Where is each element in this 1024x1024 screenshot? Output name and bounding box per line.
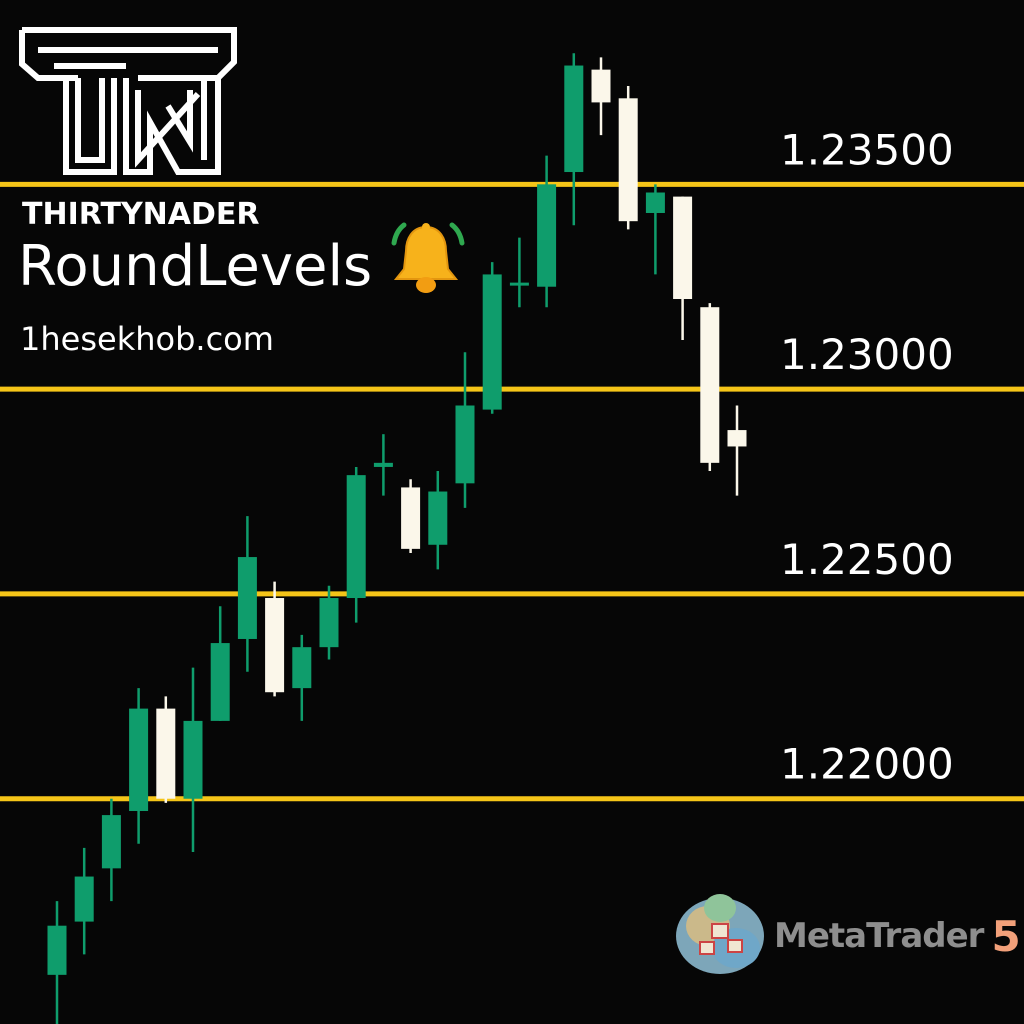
bullish-candle xyxy=(47,901,67,1024)
candle-body xyxy=(156,708,176,799)
level-label: 1.22500 xyxy=(780,535,954,584)
candle-body xyxy=(700,307,720,463)
bullish-candle xyxy=(292,634,312,721)
bearish-candle xyxy=(700,303,720,472)
candle-body xyxy=(265,598,285,693)
candle-body xyxy=(455,405,475,484)
bullish-candle xyxy=(183,667,203,852)
level-labels: 1.23500 1.23000 1.22500 1.22000 xyxy=(780,125,954,788)
candle-body xyxy=(482,274,502,410)
candle-body xyxy=(237,557,257,639)
bullish-candle xyxy=(509,237,529,308)
candle-body xyxy=(645,192,665,213)
candle-body xyxy=(47,925,67,975)
bullish-candle xyxy=(373,434,393,496)
candle-body xyxy=(101,815,121,869)
bearish-candle xyxy=(673,196,693,340)
candle-body xyxy=(591,69,611,103)
candle-body xyxy=(401,487,421,549)
candle-body xyxy=(727,430,747,447)
candle-body xyxy=(183,720,203,799)
website-url[interactable]: 1hesekhob.com xyxy=(20,320,274,358)
bearish-candle xyxy=(265,581,285,697)
bullish-candle xyxy=(237,516,257,672)
metatrader-badge: MetaTrader 5 xyxy=(672,890,1021,982)
bullish-candle xyxy=(645,184,665,275)
bullish-candle xyxy=(455,352,475,508)
bullish-candle xyxy=(101,798,121,902)
bullish-candle xyxy=(564,53,584,226)
platform-name: MetaTrader xyxy=(774,916,984,956)
bullish-candle xyxy=(346,466,366,623)
bearish-candle xyxy=(156,696,176,803)
level-label: 1.23500 xyxy=(780,125,954,174)
bearish-candle xyxy=(401,479,421,553)
platform-version: 5 xyxy=(991,911,1021,961)
bullish-candle xyxy=(210,606,230,721)
tn-monogram-logo-icon xyxy=(18,22,240,182)
product-title: RoundLevels xyxy=(18,233,373,299)
alarm-bell-icon xyxy=(386,221,466,301)
bullish-candle xyxy=(428,471,448,570)
candle-body xyxy=(129,708,149,812)
bullish-candle xyxy=(319,585,339,660)
level-label: 1.22000 xyxy=(780,740,954,789)
candle-body xyxy=(509,282,529,286)
candle-body xyxy=(673,196,693,300)
bullish-candle xyxy=(537,155,557,308)
bullish-candle xyxy=(74,847,94,955)
candle-body xyxy=(537,184,557,287)
candle-body xyxy=(618,98,638,222)
title-row: RoundLevels xyxy=(18,222,466,306)
candle-body xyxy=(319,598,339,648)
brand-name: THIRTYNADER xyxy=(22,197,260,232)
level-label: 1.23000 xyxy=(780,330,954,379)
bearish-candle xyxy=(591,57,611,136)
bullish-candle xyxy=(129,688,149,844)
candle-body xyxy=(210,643,230,721)
bearish-candle xyxy=(727,405,747,496)
candles xyxy=(47,53,747,1024)
candle-body xyxy=(292,647,312,689)
metatrader-globe-icon xyxy=(672,890,768,982)
candle-body xyxy=(74,876,94,922)
bearish-candle xyxy=(618,86,638,230)
candle-body xyxy=(428,491,448,545)
bullish-candle xyxy=(482,262,502,414)
candle-body xyxy=(346,475,366,599)
candle-body xyxy=(373,462,393,467)
candle-body xyxy=(564,65,584,173)
